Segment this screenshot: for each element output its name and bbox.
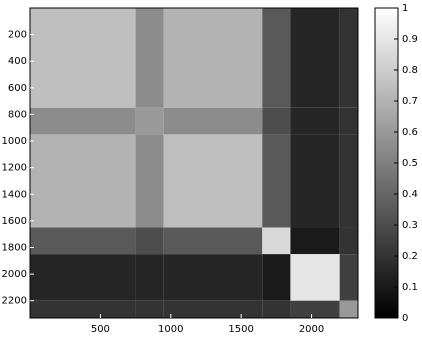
colorbar-tick-label: 0.3: [402, 220, 418, 231]
y-tick-label: 600: [8, 83, 27, 94]
heatmap-cell: [30, 227, 136, 255]
colorbar-tick-label: 0.2: [402, 251, 418, 262]
y-tick-label: 2000: [2, 269, 27, 280]
heatmap-cell: [135, 107, 164, 135]
heatmap-cell: [262, 300, 291, 318]
y-tick-label: 200: [8, 30, 27, 41]
heatmap-cell: [30, 254, 136, 301]
heatmap-cell: [290, 300, 340, 318]
heatmap-cell: [163, 107, 263, 135]
y-tick-label: 400: [8, 56, 27, 67]
heatmap-cell: [30, 134, 136, 228]
heatmap-cell: [262, 8, 291, 108]
colorbar-tick-label: 0.4: [402, 189, 418, 200]
x-tick-label: 1000: [158, 324, 183, 335]
heatmap-cell: [290, 8, 340, 108]
colorbar-tick-label: 0.1: [402, 282, 418, 293]
heatmap-cell: [135, 227, 164, 255]
heatmap-cell: [30, 107, 136, 135]
heatmap-cell: [290, 254, 340, 301]
heatmap-cell: [290, 227, 340, 255]
colorbar-tick-label: 0.9: [402, 34, 418, 45]
y-tick-label: 1000: [2, 136, 27, 147]
y-tick-label: 1200: [2, 163, 27, 174]
heatmap-cell: [135, 8, 164, 108]
colorbar-tick-label: 0: [402, 313, 408, 324]
colorbar-tick-label: 0.8: [402, 65, 418, 76]
heatmap-cell: [339, 227, 358, 255]
heatmap-cell: [30, 300, 136, 318]
colorbar-tick-label: 0.6: [402, 127, 418, 138]
heatmap-cell: [135, 300, 164, 318]
heatmap-cell: [290, 107, 340, 135]
heatmap-cell: [163, 300, 263, 318]
y-tick-label: 1600: [2, 216, 27, 227]
heatmap-cell: [135, 134, 164, 228]
heatmap-cell: [262, 254, 291, 301]
heatmap-cell: [262, 134, 291, 228]
heatmap-cell: [339, 8, 358, 108]
heatmap-cell: [290, 134, 340, 228]
heatmap-cell: [163, 8, 263, 108]
y-tick-label: 2200: [2, 296, 27, 307]
heatmap-cell: [262, 227, 291, 255]
heatmap-cell: [339, 134, 358, 228]
colorbar-tick-label: 0.7: [402, 96, 418, 107]
y-tick-label: 1800: [2, 242, 27, 253]
y-tick-label: 1400: [2, 189, 27, 200]
heatmap-cell: [163, 254, 263, 301]
plot-frame: [29, 7, 359, 319]
plot-area: [30, 8, 358, 318]
x-tick-label: 2000: [299, 324, 324, 335]
heatmap-cell: [262, 107, 291, 135]
colorbar-tick-label: 1: [402, 3, 408, 14]
colorbar-tick-label: 0.5: [402, 158, 418, 169]
heatmap-cell: [339, 300, 358, 318]
x-tick-label: 1500: [228, 324, 253, 335]
heatmap-cell: [163, 227, 263, 255]
heatmap-cell: [30, 8, 136, 108]
heatmap-cell: [163, 134, 263, 228]
x-tick-label: 500: [91, 324, 110, 335]
heatmap-cell: [339, 254, 358, 301]
heatmap-cell: [339, 107, 358, 135]
y-tick-label: 800: [8, 109, 27, 120]
heatmap-cell: [135, 254, 164, 301]
